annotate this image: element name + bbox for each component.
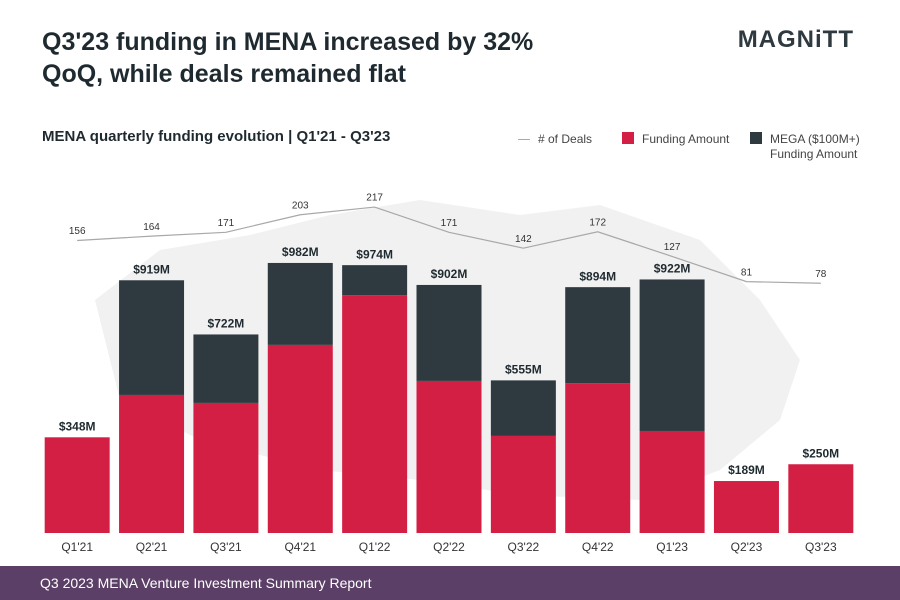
deal-label: 127 xyxy=(664,242,681,253)
deal-label: 203 xyxy=(292,200,309,211)
total-label: $555M xyxy=(505,363,542,377)
bar-segment xyxy=(267,262,333,345)
total-label: $722M xyxy=(208,317,245,331)
bar-segment xyxy=(639,430,705,533)
x-tick-label: Q1'21 xyxy=(61,540,93,554)
legend-label: Funding Amount xyxy=(642,132,730,146)
x-tick-label: Q2'21 xyxy=(136,540,168,554)
chart-subtitle: MENA quarterly funding evolution | Q1'21… xyxy=(42,128,391,145)
bar-segment xyxy=(267,344,333,533)
total-label: $974M xyxy=(356,247,393,261)
total-label: $894M xyxy=(579,269,616,283)
x-tick-label: Q4'21 xyxy=(284,540,316,554)
deal-label: 217 xyxy=(366,193,383,204)
deal-label: 171 xyxy=(218,218,235,229)
total-label: $982M xyxy=(282,245,319,259)
total-label: $922M xyxy=(654,262,691,276)
x-tick-label: Q1'23 xyxy=(656,540,688,554)
deal-label: 172 xyxy=(589,217,606,228)
bar-segment xyxy=(639,279,705,431)
x-tick-label: Q1'22 xyxy=(359,540,391,554)
total-label: $189M xyxy=(728,463,765,477)
legend-item: MEGA ($100M+) Funding Amount xyxy=(750,132,860,162)
legend-swatch xyxy=(622,132,634,144)
bar-segment xyxy=(788,464,854,533)
deal-label: 164 xyxy=(143,222,160,233)
legend-item: # of Deals xyxy=(518,132,592,146)
deal-label: 78 xyxy=(815,269,827,280)
x-tick-label: Q3'21 xyxy=(210,540,242,554)
chart-title: Q3'23 funding in MENA increased by 32% Q… xyxy=(42,28,534,88)
bar-segment xyxy=(416,380,482,533)
bar-segment xyxy=(119,394,185,533)
deal-label: 81 xyxy=(741,267,753,278)
bar-segment xyxy=(119,280,185,395)
bar-segment xyxy=(713,481,779,533)
legend-swatch xyxy=(750,132,762,144)
bar-segment xyxy=(342,265,408,296)
x-tick-label: Q4'22 xyxy=(582,540,614,554)
deals-line xyxy=(77,206,821,284)
legend-label: MEGA ($100M+) Funding Amount xyxy=(770,132,860,161)
bar-segment xyxy=(490,380,556,436)
legend-swatch xyxy=(518,139,530,140)
brand-logo: MAGNiTT xyxy=(737,26,854,53)
legend-label: # of Deals xyxy=(538,132,593,146)
bar-segment xyxy=(342,295,408,533)
bar-segment xyxy=(416,284,482,381)
total-label: $250M xyxy=(802,446,839,460)
x-tick-label: Q2'22 xyxy=(433,540,465,554)
bar-segment xyxy=(193,402,259,533)
x-tick-label: Q3'22 xyxy=(508,540,540,554)
legend-item: Funding Amount xyxy=(622,132,729,146)
total-label: $902M xyxy=(431,267,468,281)
bar-segment xyxy=(44,437,110,533)
bar-segment xyxy=(193,334,259,403)
deal-label: 171 xyxy=(441,218,458,229)
bar-segment xyxy=(565,383,631,533)
bar-segment xyxy=(490,435,556,533)
x-tick-label: Q3'23 xyxy=(805,540,837,554)
deal-label: 156 xyxy=(69,226,86,237)
total-label: $919M xyxy=(133,262,170,276)
footer: Q3 2023 MENA Venture Investment Summary … xyxy=(0,566,900,600)
bar-segment xyxy=(565,287,631,384)
total-label: $348M xyxy=(59,419,96,433)
x-tick-label: Q2'23 xyxy=(731,540,763,554)
deal-label: 142 xyxy=(515,234,532,245)
